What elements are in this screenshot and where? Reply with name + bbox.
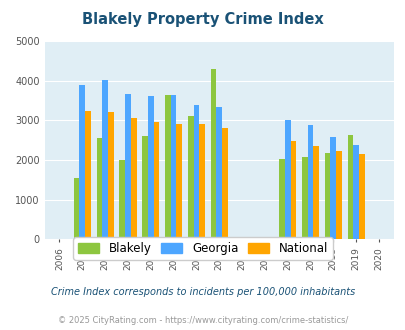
Bar [176, 124, 182, 239]
Bar [199, 124, 205, 239]
Bar [153, 122, 159, 239]
Bar [79, 85, 85, 239]
Bar [324, 153, 330, 239]
Text: © 2025 CityRating.com - https://www.cityrating.com/crime-statistics/: © 2025 CityRating.com - https://www.city… [58, 315, 347, 325]
Bar [147, 95, 153, 239]
Bar [125, 94, 130, 239]
Bar [290, 141, 296, 239]
Bar [284, 120, 290, 239]
Bar [171, 95, 176, 239]
Bar [119, 160, 125, 239]
Bar [96, 138, 102, 239]
Bar [188, 116, 193, 239]
Bar [279, 159, 284, 239]
Bar [330, 137, 335, 239]
Bar [216, 107, 222, 239]
Bar [210, 69, 216, 239]
Bar [130, 118, 136, 239]
Text: Blakely Property Crime Index: Blakely Property Crime Index [82, 12, 323, 26]
Bar [142, 136, 147, 239]
Bar [301, 157, 307, 239]
Text: Crime Index corresponds to incidents per 100,000 inhabitants: Crime Index corresponds to incidents per… [51, 287, 354, 297]
Bar [74, 178, 79, 239]
Bar [165, 95, 171, 239]
Bar [222, 128, 227, 239]
Bar [108, 112, 113, 239]
Bar [307, 125, 313, 239]
Bar [193, 105, 199, 239]
Bar [85, 111, 91, 239]
Bar [102, 80, 108, 239]
Bar [313, 146, 318, 239]
Bar [347, 136, 352, 239]
Bar [358, 154, 364, 239]
Bar [352, 146, 358, 239]
Bar [335, 151, 341, 239]
Legend: Blakely, Georgia, National: Blakely, Georgia, National [73, 237, 332, 260]
